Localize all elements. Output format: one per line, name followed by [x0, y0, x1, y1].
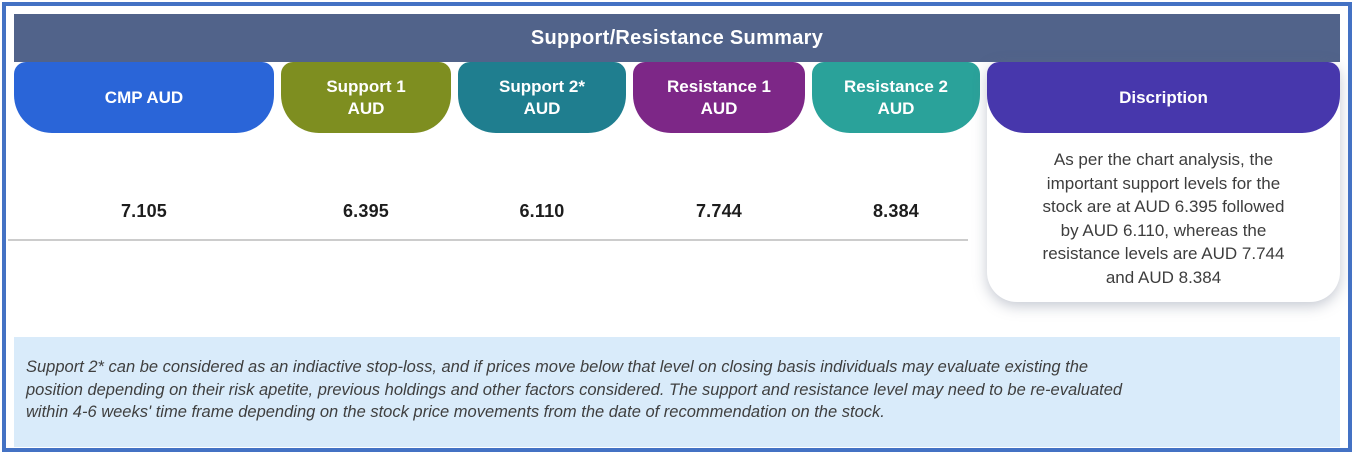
value-support-2: 6.110	[519, 200, 565, 221]
values-row: 7.105 6.395 6.110 7.744 8.384	[14, 196, 980, 226]
footnote-box: Support 2* can be considered as an india…	[14, 337, 1340, 447]
value-cmp: 7.105	[120, 200, 168, 221]
column-header-description: Discription	[987, 62, 1340, 133]
value-support-1: 6.395	[342, 200, 390, 221]
value-resistance-2: 8.384	[872, 200, 920, 221]
divider-line	[8, 239, 968, 241]
page-title: Support/Resistance Summary	[530, 26, 824, 49]
column-header-cmp: CMP AUD	[14, 62, 274, 133]
column-header-resistance-2: Resistance 2 AUD	[812, 62, 980, 133]
column-header-resistance-1: Resistance 1 AUD	[633, 62, 805, 133]
column-header-support-2: Support 2* AUD	[458, 62, 626, 133]
footnote-text: Support 2* can be considered as an india…	[26, 358, 1123, 421]
value-resistance-1: 7.744	[695, 200, 743, 221]
column-header-support-1: Support 1 AUD	[281, 62, 451, 133]
description-card: Discription As per the chart analysis, t…	[987, 62, 1340, 302]
title-bar: Support/Resistance Summary	[14, 14, 1340, 62]
description-text: As per the chart analysis, the important…	[1042, 150, 1285, 287]
column-headers: CMP AUD Support 1 AUD Support 2* AUD Res…	[14, 62, 980, 133]
